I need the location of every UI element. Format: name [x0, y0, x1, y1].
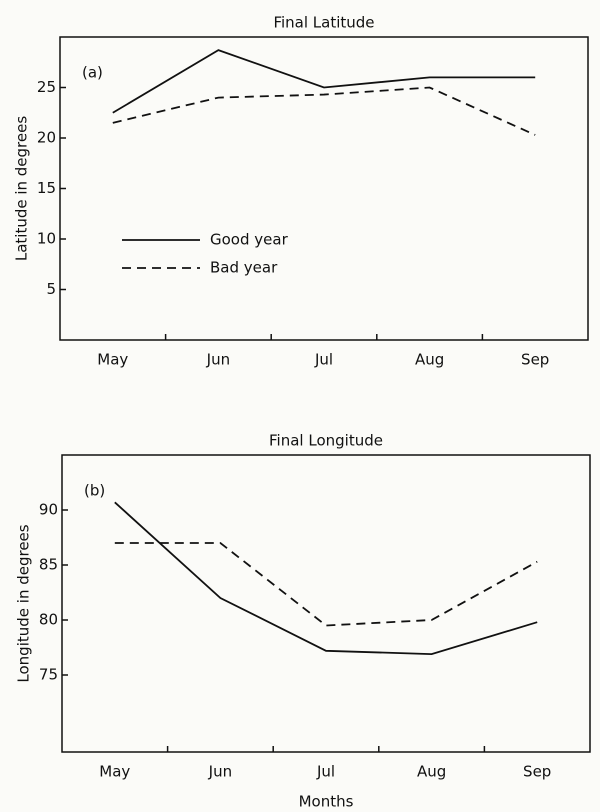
y-tick-label: 80: [39, 611, 58, 629]
chart-title: Final Latitude: [273, 14, 374, 32]
legend-label: Good year: [210, 231, 289, 249]
y-tick-label: 15: [37, 179, 56, 197]
y-tick-label: 25: [37, 78, 56, 96]
x-tick-label: Jul: [316, 763, 335, 781]
plot-frame: [61, 454, 591, 753]
plot-frame: [59, 36, 589, 341]
x-tick-label: Jun: [206, 351, 230, 369]
x-tick-label: May: [99, 763, 130, 781]
y-tick-label: 20: [37, 129, 56, 147]
series-line: [114, 501, 538, 656]
x-tick-label: Aug: [417, 763, 446, 781]
x-tick-label: Aug: [415, 351, 444, 369]
y-tick-label: 5: [46, 280, 56, 298]
series-line: [114, 542, 538, 627]
x-tick-label: Sep: [521, 351, 549, 369]
x-tick-label: Sep: [523, 763, 551, 781]
legend-label: Bad year: [210, 259, 278, 277]
x-tick-label: Jul: [314, 351, 333, 369]
panel-label: (a): [82, 64, 103, 82]
series-line: [112, 86, 536, 136]
y-tick-label: 75: [39, 666, 58, 684]
panel-label: (b): [84, 482, 105, 500]
y-axis-label: Latitude in degrees: [13, 116, 31, 262]
series-line: [112, 49, 536, 114]
x-axis-label: Months: [299, 793, 354, 811]
y-axis-label: Longitude in degrees: [15, 524, 33, 682]
y-tick-label: 90: [39, 501, 58, 519]
y-tick-label: 85: [39, 556, 58, 574]
chart-title: Final Longitude: [269, 432, 383, 450]
x-tick-label: Jun: [208, 763, 232, 781]
y-tick-label: 10: [37, 230, 56, 248]
x-tick-label: May: [97, 351, 128, 369]
